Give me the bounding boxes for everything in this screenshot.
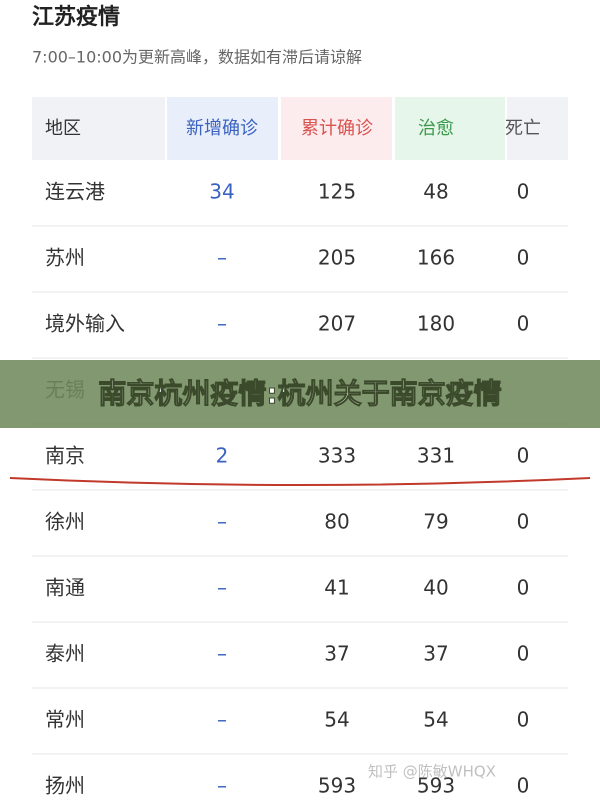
table-cell: 166 <box>417 246 455 270</box>
region-cell: 南通 <box>45 576 85 600</box>
table-cell: – <box>217 642 227 666</box>
region-cell: 徐州 <box>45 510 85 534</box>
table-cell: – <box>217 576 227 600</box>
header-cell-bg <box>395 97 505 160</box>
table-cell: 180 <box>417 312 455 336</box>
table-cell: 0 <box>517 642 530 666</box>
table-cell: 0 <box>517 576 530 600</box>
region-cell: 扬州 <box>45 774 85 798</box>
region-cell: 苏州 <box>45 246 85 270</box>
region-cell: 连云港 <box>45 180 105 204</box>
table-cell: 593 <box>417 774 455 798</box>
subtitle: 7:00–10:00为更新高峰，数据如有滞后请谅解 <box>32 48 362 67</box>
table-cell: 205 <box>318 246 356 270</box>
table-cell: 54 <box>324 708 349 732</box>
header-cell: 治愈 <box>418 118 454 139</box>
header-cell-bg <box>167 97 278 160</box>
table-cell: 79 <box>423 510 448 534</box>
table-cell: 331 <box>417 444 455 468</box>
table-cell: 41 <box>324 576 349 600</box>
region-cell: 境外输入 <box>45 312 125 336</box>
region-cell: 南京 <box>45 444 85 468</box>
header-cell-bg <box>32 97 165 160</box>
table-cell: 40 <box>423 576 448 600</box>
table-cell: 593 <box>318 774 356 798</box>
banner-text: 南京杭州疫情:杭州关于南京疫情 <box>98 377 501 410</box>
table-cell: 2 <box>216 444 229 468</box>
table-cell: 125 <box>318 180 356 204</box>
table-cell: 37 <box>423 642 448 666</box>
table-cell: 80 <box>324 510 349 534</box>
header-cell: 累计确诊 <box>301 118 373 139</box>
header-cell: 地区 <box>45 118 81 139</box>
table-cell: 0 <box>517 774 530 798</box>
table-cell: – <box>217 312 227 336</box>
banner-bg <box>0 360 600 428</box>
table-cell: 54 <box>423 708 448 732</box>
table-cell: 207 <box>318 312 356 336</box>
table-cell: 0 <box>517 312 530 336</box>
table-cell: 0 <box>517 180 530 204</box>
table-cell: 0 <box>517 708 530 732</box>
header-cell: 死亡 <box>505 118 541 139</box>
header-cell-bg <box>281 97 392 160</box>
table-cell: 37 <box>324 642 349 666</box>
table-cell: 34 <box>209 180 234 204</box>
table-cell: 0 <box>517 510 530 534</box>
red-underline <box>9 477 591 486</box>
table-cell: – <box>217 510 227 534</box>
title: 江苏疫情 <box>32 4 120 30</box>
table-cell: 333 <box>318 444 356 468</box>
table-cell: 0 <box>517 444 530 468</box>
table-cell: 0 <box>517 246 530 270</box>
watermark: 知乎 @陈敏WHQX <box>368 763 496 781</box>
table-cell: – <box>217 774 227 798</box>
region-cell: 常州 <box>45 708 85 732</box>
header-cell-bg <box>507 97 568 160</box>
table-cell: 48 <box>423 180 448 204</box>
region-cell: 泰州 <box>45 642 85 666</box>
table-cell: – <box>217 246 227 270</box>
table-cell: – <box>217 708 227 732</box>
header-cell: 新增确诊 <box>186 118 258 139</box>
